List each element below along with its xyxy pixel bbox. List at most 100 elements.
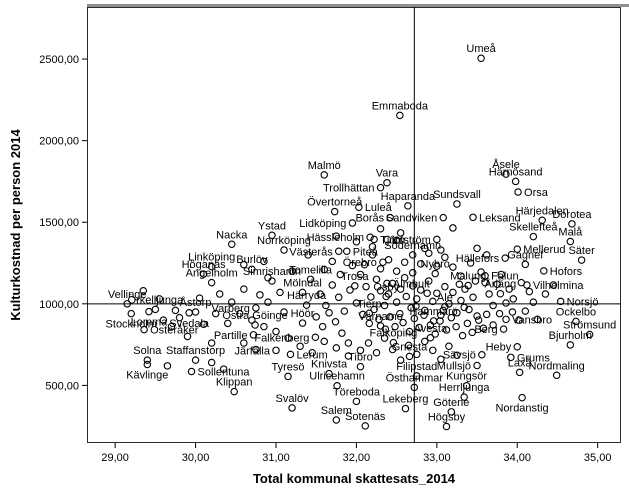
data-point (453, 309, 461, 317)
data-point (362, 282, 370, 291)
data-point (392, 267, 401, 275)
data-point (507, 353, 515, 362)
data-point-label: Kävlinge (126, 370, 168, 382)
data-point-label: Burlöv (236, 254, 268, 266)
data-point (228, 298, 236, 306)
data-point-label: Västerås (289, 246, 333, 258)
data-point-label: Grums (517, 352, 551, 364)
data-point (364, 339, 373, 347)
data-point (344, 339, 353, 347)
data-point (276, 288, 284, 297)
data-point (145, 307, 153, 316)
data-point-label: Olofström (383, 234, 431, 246)
data-point (331, 318, 340, 326)
data-point (404, 202, 412, 210)
data-point (572, 317, 580, 326)
data-point-label: Söderhamn (384, 240, 441, 252)
data-point (284, 334, 292, 342)
data-point-label: Vilhelmina (533, 280, 584, 292)
data-point (540, 267, 548, 275)
data-point-label: Höganäs (182, 259, 227, 271)
data-point (260, 322, 268, 331)
data-point (442, 326, 451, 334)
data-point (407, 304, 415, 312)
data-point (515, 368, 524, 377)
data-point (410, 314, 419, 323)
data-point (366, 233, 374, 241)
data-point (151, 305, 160, 314)
data-point (372, 349, 381, 357)
data-point (464, 281, 472, 290)
data-point (453, 351, 461, 359)
data-point-label: Lerum (296, 349, 327, 361)
data-point (392, 236, 401, 244)
data-point (549, 281, 558, 289)
data-point-label: Sandviken (386, 213, 437, 225)
data-point-label: Tierp (357, 298, 382, 310)
data-point-label: Herrljunga (439, 382, 491, 394)
data-point-label: Emmaboda (372, 100, 429, 112)
data-point (360, 260, 369, 269)
data-point (441, 302, 449, 311)
x-axis-title: Total kommunal skattesats_2014 (253, 471, 456, 486)
data-point (405, 327, 414, 336)
data-point-label: Hammarö (409, 306, 457, 318)
data-point-label: Tibro (348, 352, 373, 364)
data-point (482, 251, 491, 259)
data-point (356, 362, 365, 371)
data-point-label: Sotenäs (345, 411, 386, 423)
data-point-label: Gagnef (507, 249, 544, 261)
data-point (420, 311, 428, 319)
x-tick-label: 35,00 (584, 452, 612, 464)
data-point (219, 365, 228, 373)
data-point (477, 54, 485, 62)
data-point (391, 322, 399, 331)
data-point (332, 416, 341, 424)
data-point (465, 305, 473, 314)
data-point-label: Älmhult (393, 278, 430, 290)
data-point (376, 264, 385, 273)
data-points-layer (123, 54, 594, 431)
data-point-label: Svedala (169, 318, 210, 330)
data-point-label: Hofors (550, 266, 583, 278)
data-point-label: Partille (214, 330, 248, 342)
data-point (466, 259, 475, 267)
data-point (155, 295, 164, 303)
data-point-label: Kungsör (446, 371, 487, 383)
data-point-label: Falköping (370, 328, 418, 340)
data-point-label: Österåker (150, 325, 199, 337)
data-point-label: Gnesta (392, 341, 428, 353)
data-point-label: Svalöv (276, 393, 310, 405)
data-point-label: Dorotea (552, 209, 592, 221)
data-point (320, 337, 328, 346)
data-point (496, 289, 505, 298)
data-point (533, 315, 542, 324)
data-point-label: Norsjö (567, 296, 599, 308)
data-point (380, 301, 389, 310)
data-point (272, 346, 280, 355)
data-point (511, 177, 520, 186)
data-point (412, 295, 421, 303)
data-point (348, 219, 357, 227)
data-point (223, 319, 232, 328)
data-point (320, 171, 328, 179)
data-point (383, 279, 391, 288)
data-point (402, 292, 411, 301)
data-point (501, 254, 509, 262)
data-point (566, 341, 575, 349)
data-point (228, 240, 236, 249)
data-point-label: Linköping (188, 252, 235, 264)
data-point (163, 362, 172, 370)
data-point (264, 298, 272, 306)
data-point-label: Lidköping (299, 218, 346, 230)
data-point-label: Åsele (492, 158, 520, 171)
data-point (521, 307, 530, 315)
data-point-label: Mellerud (523, 244, 565, 256)
data-point (199, 320, 208, 328)
data-point (421, 306, 429, 315)
data-point (140, 325, 148, 334)
data-point (249, 331, 258, 339)
data-point (352, 299, 361, 307)
data-point-label: Lomma (131, 317, 169, 329)
